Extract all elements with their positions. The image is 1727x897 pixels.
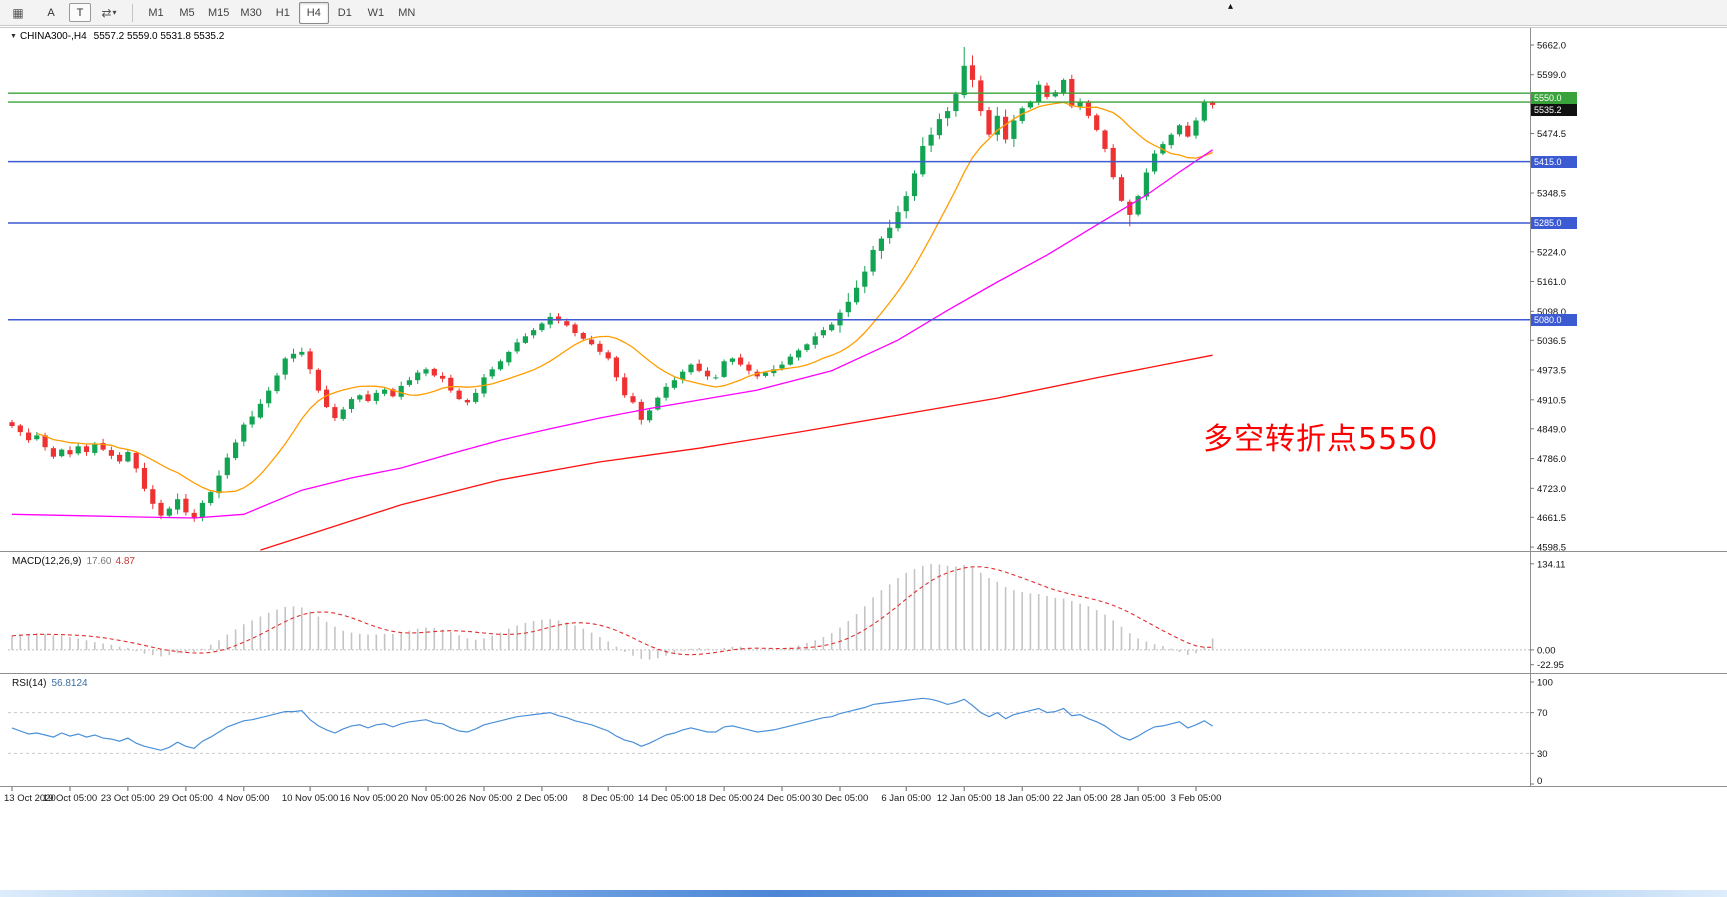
macd-axis-label: 0.00 <box>1537 645 1556 656</box>
timeframe-button-m15[interactable]: M15 <box>208 6 230 19</box>
timeframe-button-h1[interactable]: H1 <box>275 6 290 19</box>
symbol-dropdown-icon[interactable]: ▼ <box>10 32 17 40</box>
annotation-a-button[interactable]: A <box>47 6 55 19</box>
time-axis-label: 14 Dec 05:00 <box>638 793 695 804</box>
time-axis-label: 24 Dec 05:00 <box>754 793 811 804</box>
rsi-axis-label: 30 <box>1537 749 1548 760</box>
timeframe-group: M1 M5 M15 M30 H1 H4 D1 W1 MN <box>141 1 422 24</box>
timeframe-button-h4[interactable]: H4 <box>298 1 329 24</box>
timeframe-button-mn[interactable]: MN <box>398 6 416 19</box>
toolbar-overflow-icon[interactable]: ▴ <box>1228 1 1234 12</box>
time-axis-label: 16 Nov 05:00 <box>340 793 397 804</box>
price-axis-label: 4973.5 <box>1537 366 1566 377</box>
ma-slow-line <box>260 354 1213 551</box>
ma-mid-line <box>11 149 1213 519</box>
price-axis-label: 4910.5 <box>1537 395 1566 406</box>
time-axis-label: 22 Jan 05:00 <box>1053 793 1108 804</box>
taskbar-hint <box>0 890 1727 897</box>
ohlc-values: 5557.2 5559.0 5531.8 5535.2 <box>93 31 225 42</box>
rsi-axis-label: 70 <box>1537 708 1548 719</box>
time-axis-label: 23 Oct 05:00 <box>101 793 155 804</box>
timeframe-button-w1[interactable]: W1 <box>367 6 385 19</box>
time-axis-label: 3 Feb 05:00 <box>1171 793 1222 804</box>
rsi-axis-label: 100 <box>1537 678 1553 689</box>
symbol-timeframe-label: CHINA300-,H4 <box>19 31 87 42</box>
price-annotation-text[interactable]: 多空转折点5550 <box>1203 422 1439 457</box>
macd-axis-label: 134.11 <box>1537 559 1565 570</box>
main-price-plot <box>8 46 1530 551</box>
time-axis-label: 18 Dec 05:00 <box>696 793 753 804</box>
time-axis-label: 26 Nov 05:00 <box>456 793 513 804</box>
rsi-axis-label: 0 <box>1537 776 1542 787</box>
price-axis-label: 5474.5 <box>1537 129 1566 140</box>
rsi-label: RSI(14) <box>12 678 47 689</box>
chevron-down-icon: ▾ <box>112 8 117 17</box>
timeframe-button-m1[interactable]: M1 <box>148 6 164 19</box>
time-axis-label: 19 Oct 05:00 <box>43 793 97 804</box>
price-axis-label: 4598.5 <box>1537 543 1566 554</box>
panel-chrome <box>0 27 1727 791</box>
rsi-value: 56.8124 <box>51 678 88 689</box>
price-axis-label: 5161.0 <box>1537 277 1566 288</box>
price-axis-label: 4661.5 <box>1537 513 1566 524</box>
price-axis-label: 5224.0 <box>1537 247 1566 258</box>
macd-plot <box>8 563 1530 660</box>
time-axis-label: 30 Dec 05:00 <box>812 793 869 804</box>
price-tag-blue-5285: 5285.0 <box>1531 217 1577 229</box>
time-axis-label: 8 Dec 05:00 <box>583 793 634 804</box>
text-tool-button[interactable]: T <box>69 3 91 22</box>
chart-header: ▼ CHINA300-,H4 5557.2 5559.0 5531.8 5535.2 <box>10 31 224 42</box>
macd-signal-value: 4.87 <box>115 556 135 567</box>
time-axis-label: 2 Dec 05:00 <box>516 793 567 804</box>
price-tag-blue-5415: 5415.0 <box>1531 155 1577 168</box>
macd-main-value: 17.60 <box>86 556 112 567</box>
price-axis-label: 5036.5 <box>1537 336 1566 347</box>
grid-icon[interactable]: ▦ <box>12 5 24 20</box>
timeframe-button-d1[interactable]: D1 <box>337 6 352 19</box>
rsi-header: RSI(14) 56.8124 <box>12 678 88 689</box>
macd-axis-label: -22.95 <box>1537 660 1564 671</box>
timeframe-button-m30[interactable]: M30 <box>240 6 262 19</box>
time-axis-label: 20 Nov 05:00 <box>398 793 455 804</box>
rsi-line <box>11 697 1213 751</box>
time-axis-label: 12 Jan 05:00 <box>937 793 992 804</box>
ma-fast-line <box>36 101 1213 493</box>
time-axis-label: 13 Oct 2020 <box>4 793 56 804</box>
timeframe-button-m5[interactable]: M5 <box>179 6 195 19</box>
price-axis-label: 4723.0 <box>1537 484 1566 495</box>
macd-label: MACD(12,26,9) <box>12 556 82 567</box>
price-axis-label: 5098.0 <box>1537 307 1566 318</box>
time-axis-label: 4 Nov 05:00 <box>218 793 269 804</box>
cycle-symbol-button[interactable]: ⇄ ▾ <box>94 2 124 24</box>
toolbar-separator <box>132 3 133 22</box>
time-axis-label: 6 Jan 05:00 <box>881 793 931 804</box>
price-axis-label: 5348.5 <box>1537 189 1566 200</box>
toolbar: ▦ A T ⇄ ▾ M1 M5 M15 M30 H1 H4 D1 W1 MN <box>0 0 1727 26</box>
cycle-arrows-icon: ⇄ <box>101 5 112 20</box>
price-tag-green-5550: 5550.0 <box>1531 91 1577 104</box>
price-axis-label: 5599.0 <box>1537 70 1566 81</box>
price-axis-label: 4849.0 <box>1537 424 1566 435</box>
time-axis-label: 10 Nov 05:00 <box>282 793 339 804</box>
macd-signal-line <box>11 566 1213 656</box>
time-axis-label: 29 Oct 05:00 <box>159 793 213 804</box>
price-tag-current-bid: 5535.2 <box>1531 103 1577 116</box>
rsi-plot <box>8 697 1530 754</box>
price-tag-blue-5080: 5080.0 <box>1531 313 1577 326</box>
price-axis-label: 4786.0 <box>1537 454 1566 465</box>
macd-header: MACD(12,26,9) 17.60 4.87 <box>12 556 135 567</box>
candles-layer <box>9 46 1216 522</box>
right-axis-labels: 5662.05599.05536.25474.55411.55348.55286… <box>1537 41 1566 788</box>
price-axis-label: 5662.0 <box>1537 41 1566 52</box>
time-axis-label: 28 Jan 05:00 <box>1111 793 1166 804</box>
time-axis-label: 18 Jan 05:00 <box>995 793 1050 804</box>
